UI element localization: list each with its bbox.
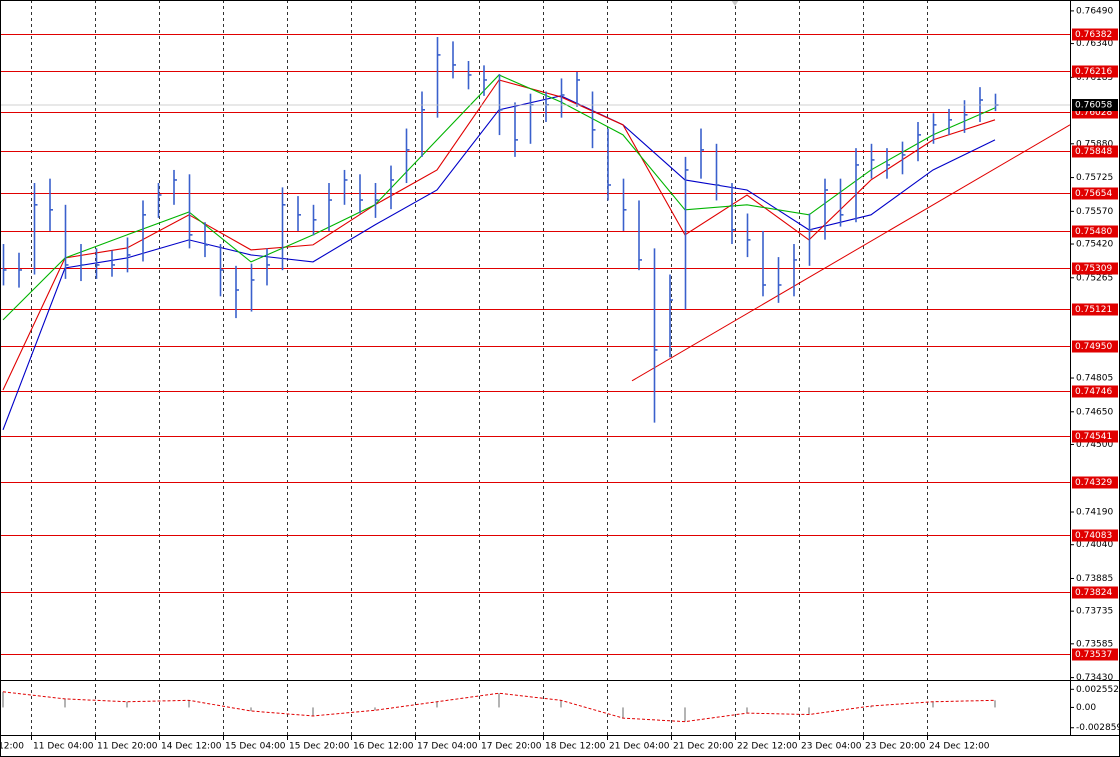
osc-bar: [498, 693, 500, 708]
level-label-box: [1072, 28, 1118, 41]
osc-signal: [2, 691, 996, 723]
time-label: 15 Dec 20:00: [289, 742, 350, 752]
price-tick-label: 0.75570: [1076, 207, 1113, 217]
level-label-box: [1072, 586, 1118, 599]
level-label-box: [1072, 476, 1118, 489]
osc-tick-label: 0.00: [1076, 703, 1096, 713]
time-label: 23 Dec 04:00: [801, 742, 862, 752]
osc-bar: [994, 700, 996, 708]
level-label-box: [1072, 187, 1118, 200]
time-label: 24 Dec 12:00: [929, 742, 990, 752]
level-label-box: [1072, 529, 1118, 542]
osc-bar: [746, 707, 748, 714]
time-label: 16 Dec 12:00: [353, 742, 414, 752]
time-label: 15 Dec 04:00: [225, 742, 286, 752]
osc-bar: [560, 700, 562, 708]
osc-bar: [126, 701, 128, 708]
price-tick-label: 0.76185: [1076, 73, 1113, 83]
price-tick-label: 0.73585: [1076, 639, 1113, 649]
osc-bar: [808, 707, 810, 715]
time-label: 23 Dec 20:00: [865, 742, 926, 752]
time-label: 11 Dec 20:00: [97, 742, 158, 752]
price-tick-label: 0.74805: [1076, 374, 1113, 384]
osc-bar: [312, 707, 314, 716]
osc-bar: [250, 707, 252, 711]
level-label-box: [1072, 430, 1118, 443]
level-label: 0.75121: [1075, 305, 1112, 315]
level-label: 0.73537: [1075, 650, 1112, 660]
level-label-box: [1072, 225, 1118, 238]
level-label: 0.75654: [1075, 189, 1112, 199]
level-label: 0.73824: [1075, 588, 1112, 598]
level-label-box: [1072, 262, 1118, 275]
current-price-box: [1072, 99, 1118, 112]
level-label: 0.75848: [1075, 147, 1112, 157]
price-tick-label: 0.75265: [1076, 273, 1113, 283]
osc-bar: [870, 706, 872, 708]
shift-marker: [731, 0, 739, 6]
price-tick-label: 0.73885: [1076, 574, 1113, 584]
price-tick-label: 0.75725: [1076, 173, 1113, 183]
osc-bar: [684, 707, 686, 722]
osc-bar: [374, 707, 376, 711]
time-label: 21 Dec 04:00: [609, 742, 670, 752]
level-label: 0.74746: [1075, 387, 1112, 397]
osc-bar: [436, 701, 438, 708]
price-tick-label: 0.76490: [1076, 6, 1113, 16]
level-label-box: [1072, 145, 1118, 158]
osc-tick-label: 0.002552: [1076, 685, 1119, 695]
time-label: 14 Dec 12:00: [161, 742, 222, 752]
time-label: 17 Dec 04:00: [417, 742, 478, 752]
level-label-box: [1072, 65, 1118, 78]
price-tick-label: 0.74040: [1076, 540, 1113, 550]
time-label: 22 Dec 12:00: [737, 742, 798, 752]
time-label: 21 Dec 20:00: [673, 742, 734, 752]
level-label: 0.75480: [1075, 227, 1112, 237]
level-label-box: [1072, 340, 1118, 353]
price-tick-label: 0.73430: [1076, 673, 1113, 683]
level-label: 0.75309: [1075, 264, 1112, 274]
level-label: 0.74083: [1075, 531, 1112, 541]
osc-bar: [188, 700, 190, 708]
level-label-box: [1072, 648, 1118, 661]
time-label: 11 Dec 04:00: [33, 742, 94, 752]
plot-area: [0, 0, 1071, 735]
level-label: 0.76028: [1075, 108, 1112, 118]
time-label: 17 Dec 20:00: [481, 742, 542, 752]
level-label: 0.74541: [1075, 432, 1112, 442]
price-tick-label: 0.74500: [1076, 440, 1113, 450]
price-tick-label: 0.74190: [1076, 508, 1113, 518]
level-label: 0.74329: [1075, 478, 1112, 488]
price-tick-label: 0.75420: [1076, 240, 1113, 250]
price-tick-label: 0.75880: [1076, 139, 1113, 149]
time-label: 12:00: [0, 742, 24, 752]
time-label: 18 Dec 12:00: [545, 742, 606, 752]
level-label: 0.76216: [1075, 67, 1112, 77]
level-label: 0.74950: [1075, 342, 1112, 352]
osc-tick-label: -0.002859: [1076, 723, 1120, 733]
price-tick-label: 0.76340: [1076, 39, 1113, 49]
osc-bar: [2, 691, 4, 708]
price-tick-label: 0.73735: [1076, 607, 1113, 617]
osc-bar: [64, 698, 66, 708]
current-price-label: 0.76058: [1075, 101, 1112, 111]
level-label: 0.76382: [1075, 30, 1112, 40]
trendline: [631, 124, 1071, 382]
level-label-box: [1072, 385, 1118, 398]
osc-bar: [932, 701, 934, 708]
price-tick-label: 0.74650: [1076, 407, 1113, 417]
level-label-box: [1072, 303, 1118, 316]
osc-bar: [622, 707, 624, 719]
